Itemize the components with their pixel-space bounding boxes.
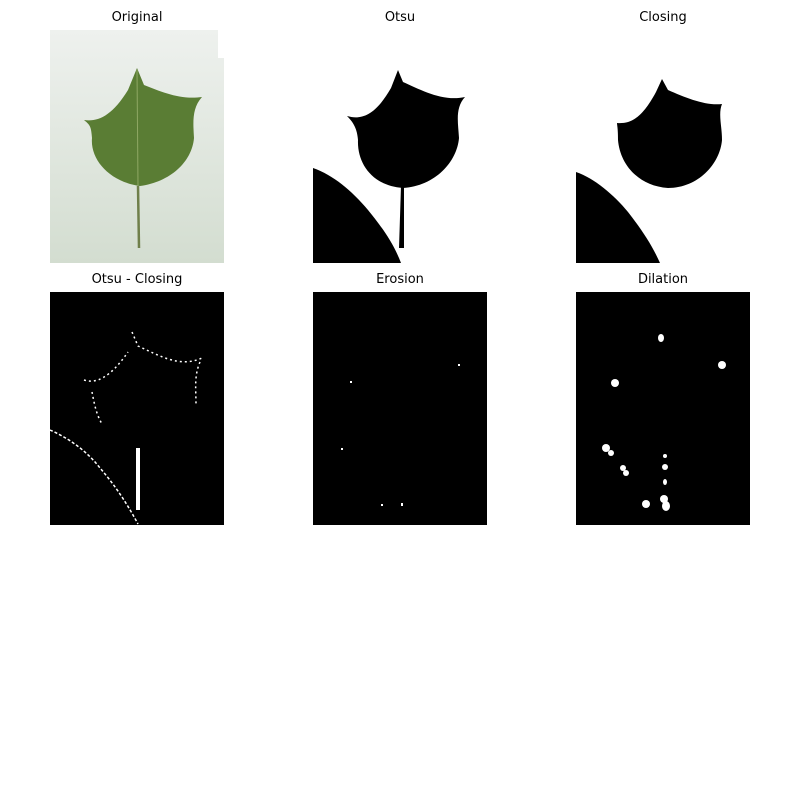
panel-dilation: Dilation bbox=[576, 272, 750, 525]
panel-otsu-minus-closing: Otsu - Closing bbox=[50, 272, 224, 525]
original-leaf-image bbox=[50, 30, 224, 263]
panel-title: Otsu bbox=[384, 10, 416, 25]
panel-title: Erosion bbox=[376, 272, 424, 287]
closing-shadow-mask bbox=[576, 172, 660, 263]
panel-original: Original bbox=[50, 10, 224, 263]
panel-title: Closing bbox=[639, 10, 687, 25]
difference-image bbox=[50, 292, 224, 525]
panel-title: Original bbox=[111, 10, 163, 25]
leaf-stem bbox=[136, 185, 141, 249]
erosion-image bbox=[313, 292, 487, 525]
erosion-specks bbox=[341, 364, 460, 506]
panel-erosion: Erosion bbox=[313, 272, 487, 525]
panel-title: Dilation bbox=[637, 272, 689, 287]
panel-title: Otsu - Closing bbox=[91, 272, 183, 287]
closing-leaf-mask bbox=[617, 79, 722, 188]
panel-closing: Closing bbox=[576, 10, 750, 263]
difference-leaf-outline bbox=[83, 331, 203, 425]
otsu-leaf-mask bbox=[347, 70, 465, 188]
dilation-blobs bbox=[602, 334, 726, 511]
otsu-mask-image bbox=[313, 30, 487, 263]
dilation-image bbox=[576, 292, 750, 525]
leaf-blade bbox=[84, 68, 202, 186]
closing-mask-image bbox=[576, 30, 750, 263]
difference-shadow-edge bbox=[50, 429, 139, 525]
panel-otsu: Otsu bbox=[313, 10, 487, 263]
otsu-shadow-mask bbox=[313, 168, 401, 263]
